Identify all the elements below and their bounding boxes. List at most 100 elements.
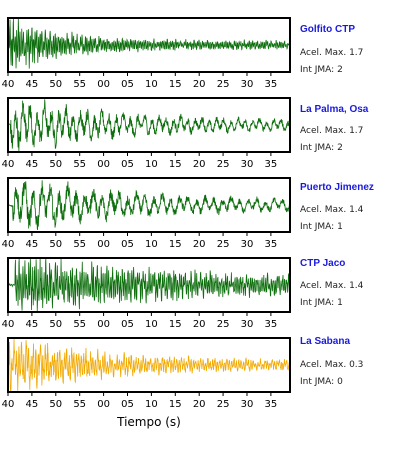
x-tick-label: 30 <box>241 239 254 250</box>
jma-value: 1 <box>337 298 343 308</box>
x-tick-label: 00 <box>97 399 110 410</box>
station-name-la-palma: La Palma, Osa <box>300 104 369 115</box>
jma-label: Int JMA: <box>300 65 335 75</box>
x-tick-label: 50 <box>49 399 62 410</box>
x-tick-label: 15 <box>169 399 182 410</box>
x-tick-label: 00 <box>97 159 110 170</box>
x-tick-label: 40 <box>2 239 15 250</box>
panel-frame <box>7 97 291 153</box>
x-tick-label: 45 <box>26 319 39 330</box>
x-tick-label: 30 <box>241 159 254 170</box>
accel-label: Acel. Max. <box>300 360 347 370</box>
station-jma-ctp-jaco: Int JMA: 1 <box>300 298 343 308</box>
accel-value: 1.4 <box>349 281 364 291</box>
x-tick-label: 25 <box>217 239 230 250</box>
x-tick-label: 45 <box>26 239 39 250</box>
x-tick-label: 10 <box>145 79 158 90</box>
jma-value: 1 <box>337 222 343 232</box>
x-tick-label: 20 <box>193 159 206 170</box>
x-tick-label: 35 <box>265 239 278 250</box>
x-tick-label: 20 <box>193 399 206 410</box>
station-jma-puerto-jimenez: Int JMA: 1 <box>300 222 343 232</box>
panel-frame <box>7 177 291 233</box>
x-tick-label: 00 <box>97 239 110 250</box>
x-tick-label: 35 <box>265 159 278 170</box>
x-tick-label: 20 <box>193 79 206 90</box>
accel-value: 1.7 <box>349 48 364 58</box>
x-tick-label: 50 <box>49 79 62 90</box>
station-accel-puerto-jimenez: Acel. Max. 1.4 <box>300 205 363 215</box>
waveform-trace <box>7 99 291 152</box>
station-accel-la-sabana: Acel. Max. 0.3 <box>300 360 363 370</box>
x-tick-label: 50 <box>49 239 62 250</box>
jma-label: Int JMA: <box>300 298 335 308</box>
x-tick-label: 45 <box>26 159 39 170</box>
panel-frame <box>7 337 291 393</box>
x-tick-label: 15 <box>169 159 182 170</box>
x-tick-label: 10 <box>145 399 158 410</box>
x-tick-label: 00 <box>97 79 110 90</box>
panel-frame <box>7 17 291 73</box>
x-tick-label: 55 <box>73 159 86 170</box>
station-name-la-sabana: La Sabana <box>300 336 351 347</box>
station-name-ctp-jaco: CTP Jaco <box>300 258 346 269</box>
station-jma-la-palma: Int JMA: 2 <box>300 143 343 153</box>
x-tick-label: 15 <box>169 319 182 330</box>
x-tick-label: 45 <box>26 399 39 410</box>
x-tick-label: 10 <box>145 239 158 250</box>
x-tick-label: 15 <box>169 239 182 250</box>
x-tick-label: 05 <box>121 79 134 90</box>
jma-value: 2 <box>337 143 343 153</box>
accel-value: 0.3 <box>349 360 364 370</box>
jma-value: 2 <box>337 65 343 75</box>
x-tick-label: 20 <box>193 239 206 250</box>
x-tick-label: 30 <box>241 319 254 330</box>
accel-value: 1.7 <box>349 126 364 136</box>
station-name-golfito: Golfito CTP <box>300 24 355 35</box>
accel-label: Acel. Max. <box>300 281 347 291</box>
panel-frame <box>7 257 291 313</box>
x-tick-label: 20 <box>193 319 206 330</box>
jma-label: Int JMA: <box>300 143 335 153</box>
accel-label: Acel. Max. <box>300 126 347 136</box>
x-tick-label: 40 <box>2 159 15 170</box>
x-tick-label: 40 <box>2 399 15 410</box>
x-tick-label: 00 <box>97 319 110 330</box>
x-tick-label: 05 <box>121 239 134 250</box>
station-accel-golfito: Acel. Max. 1.7 <box>300 48 363 58</box>
x-tick-label: 50 <box>49 159 62 170</box>
x-tick-label: 25 <box>217 319 230 330</box>
x-tick-label: 25 <box>217 79 230 90</box>
waveform-trace <box>7 18 291 69</box>
x-tick-label: 55 <box>73 399 86 410</box>
x-tick-label: 50 <box>49 319 62 330</box>
station-jma-la-sabana: Int JMA: 0 <box>300 377 343 387</box>
station-accel-ctp-jaco: Acel. Max. 1.4 <box>300 281 363 291</box>
x-tick-label: 55 <box>73 239 86 250</box>
x-tick-label: 35 <box>265 319 278 330</box>
station-jma-golfito: Int JMA: 2 <box>300 65 343 75</box>
x-tick-label: 30 <box>241 79 254 90</box>
waveform-trace <box>7 258 291 312</box>
accel-label: Acel. Max. <box>300 48 347 58</box>
x-tick-label: 15 <box>169 79 182 90</box>
jma-label: Int JMA: <box>300 377 335 387</box>
station-accel-la-palma: Acel. Max. 1.7 <box>300 126 363 136</box>
x-tick-label: 40 <box>2 319 15 330</box>
x-tick-label: 10 <box>145 159 158 170</box>
x-tick-label: 35 <box>265 79 278 90</box>
x-tick-label: 05 <box>121 319 134 330</box>
x-tick-label: 25 <box>217 399 230 410</box>
x-tick-label: 10 <box>145 319 158 330</box>
x-tick-label: 55 <box>73 319 86 330</box>
x-tick-label: 40 <box>2 79 15 90</box>
waveform-trace <box>7 339 291 392</box>
x-axis-label: Tiempo (s) <box>116 415 181 429</box>
station-name-puerto-jimenez: Puerto Jimenez <box>300 182 374 193</box>
jma-value: 0 <box>337 377 343 387</box>
x-tick-label: 05 <box>121 159 134 170</box>
waveform-trace <box>7 180 291 231</box>
jma-label: Int JMA: <box>300 222 335 232</box>
accel-value: 1.4 <box>349 205 364 215</box>
